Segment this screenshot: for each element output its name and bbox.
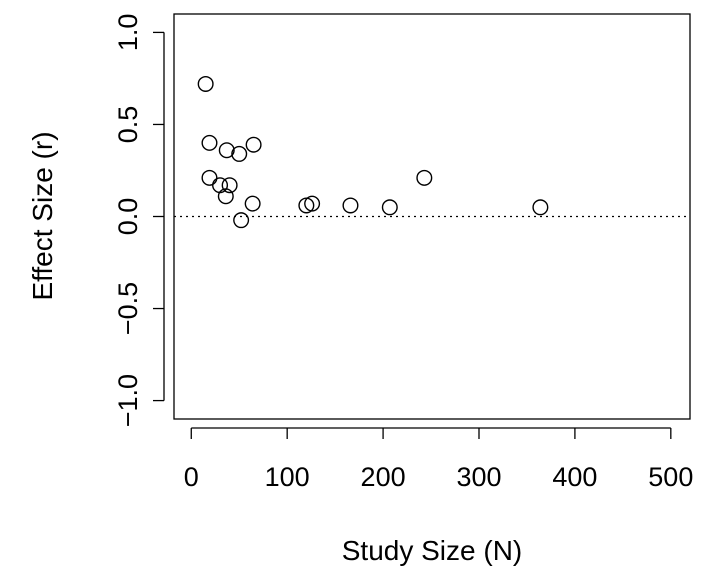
y-tick-label: 0.5 <box>113 106 143 144</box>
x-axis: 0 100 200 300 400 500 <box>184 427 693 492</box>
data-points <box>197 75 549 229</box>
x-tick-label: 400 <box>552 462 597 492</box>
x-tick-label: 0 <box>184 462 199 492</box>
y-tick-label: 1.0 <box>113 14 143 52</box>
x-tick-label: 100 <box>265 462 310 492</box>
data-point <box>201 169 218 186</box>
data-point <box>217 188 234 205</box>
data-point <box>201 134 218 151</box>
data-point <box>221 177 238 194</box>
y-tick-label: 0.0 <box>113 198 143 236</box>
data-point <box>244 195 261 212</box>
x-tick-label: 500 <box>648 462 693 492</box>
x-tick-label: 200 <box>361 462 406 492</box>
x-axis-title: Study Size (N) <box>342 535 523 566</box>
data-point <box>231 145 248 162</box>
y-tick-label: −1.0 <box>113 374 143 427</box>
data-point <box>532 199 549 216</box>
data-point <box>304 195 321 212</box>
data-point <box>218 142 235 159</box>
data-point <box>416 169 433 186</box>
y-axis-title: Effect Size (r) <box>27 131 58 300</box>
x-tick-label: 300 <box>456 462 501 492</box>
data-point <box>381 199 398 216</box>
y-tick-label: −0.5 <box>113 282 143 335</box>
data-point <box>197 75 214 92</box>
data-point <box>342 197 359 214</box>
data-point <box>233 212 250 229</box>
data-point <box>245 136 262 153</box>
y-axis: −1.0 −0.5 0.0 0.5 1.0 <box>113 14 165 427</box>
